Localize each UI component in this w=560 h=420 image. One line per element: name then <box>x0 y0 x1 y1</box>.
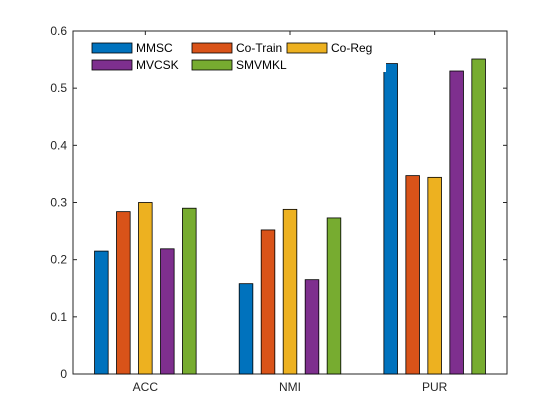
x-tick-label: ACC <box>133 380 159 394</box>
x-tick-label: NMI <box>279 380 301 394</box>
y-tick-label: 0 <box>60 367 67 381</box>
y-tick-label: 0.3 <box>50 196 67 210</box>
bar-smvmkl-nmi <box>326 217 342 375</box>
legend-label-smvmkl: SMVMKL <box>236 58 287 72</box>
bar-smvmkl-pur <box>471 58 486 375</box>
legend-label-mmsc: MMSC <box>136 41 173 55</box>
legend-label-co-train: Co-Train <box>236 41 282 55</box>
y-tick-label: 0.1 <box>50 310 67 324</box>
legend-swatch-mvcsk <box>91 59 133 71</box>
legend-swatch-mmsc <box>91 42 133 54</box>
bar-smvmkl-acc <box>182 207 197 375</box>
y-tick-label: 0.4 <box>50 138 67 152</box>
y-tick-label: 0.6 <box>50 24 67 38</box>
bar-co-train-nmi <box>260 229 276 375</box>
legend: MMSC Co-Train Co-Reg MVCSK SMVMKL <box>86 36 386 72</box>
legend-box <box>86 36 386 72</box>
legend-label-mvcsk: MVCSK <box>136 58 179 72</box>
legend-label-co-reg: Co-Reg <box>331 41 372 55</box>
bar-co-train-pur <box>405 175 420 375</box>
bar-co-reg-acc <box>138 202 153 375</box>
bar-co-reg-pur <box>427 176 442 375</box>
bar-mmsc-nmi <box>238 283 254 375</box>
bar-co-train-acc <box>116 211 131 375</box>
x-axis: ACC NMI PUR <box>133 31 448 394</box>
y-tick-label: 0.2 <box>50 253 67 267</box>
bar-mvcsk-pur <box>449 70 464 375</box>
y-axis: 0 0.1 0.2 0.3 0.4 0.5 0.6 <box>50 24 507 381</box>
legend-swatch-co-train <box>191 42 233 54</box>
y-tick-label: 0.5 <box>50 81 67 95</box>
bar-co-reg-nmi <box>282 208 298 375</box>
x-tick-label: PUR <box>422 380 448 394</box>
bar-mmsc-acc <box>94 250 109 375</box>
bars-group <box>94 58 486 375</box>
bar-mvcsk-nmi <box>304 279 320 375</box>
bar-mvcsk-acc <box>160 248 175 375</box>
bar-mmsc-pur <box>383 63 398 375</box>
legend-swatch-smvmkl <box>191 59 233 71</box>
legend-swatch-co-reg <box>286 42 328 54</box>
